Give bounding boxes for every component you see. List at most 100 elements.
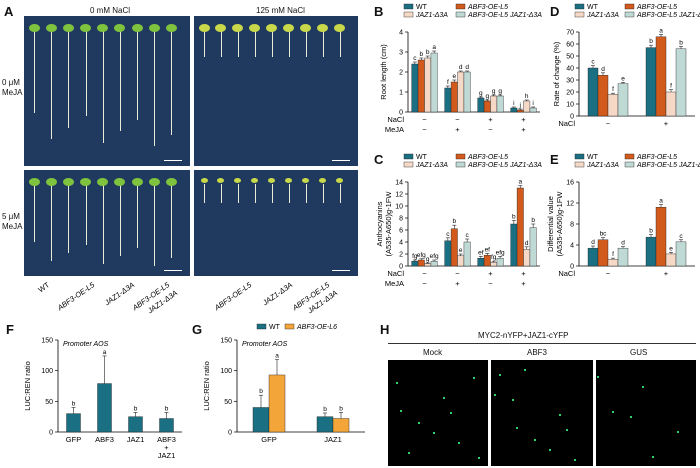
legend-swatch [455,153,466,160]
seedling-leaf [217,178,225,183]
bar [444,87,452,113]
treatment-value: − [606,269,611,278]
significance-letter: b [323,406,327,413]
bar [510,107,518,113]
significance-letter: a [103,349,107,356]
bar [516,187,524,267]
y-tick-label: 1 [399,90,403,97]
significance-letter: efg [417,252,426,259]
genotype-label: JAZ1-Δ3A [260,280,294,308]
bar [268,374,286,433]
seedling [51,30,53,139]
y-axis-label: LUC:REN ratio [23,361,32,411]
chart-anthocyanins: WT ABF3-OE-L5 JAZ1-Δ3A ABF3-OE-L5 JAZ1-Δ3A 0… [375,153,542,288]
treatment-value: − [488,125,493,134]
y-tick-label: 0 [570,114,574,121]
col-header-0mm: 0 mM NaCl [90,6,131,15]
chart-root-length: WT ABF3-OE-L5 JAZ1-Δ3A ABF3-OE-L5 JAZ1-Δ3A 0… [379,3,542,134]
yfp-signal-dot [524,369,526,371]
significance-letter: b [649,228,653,235]
chart-rate-of-change: WT ABF3-OE-L5 JAZ1-Δ3A ABF3-OE-L5 JAZ1-Δ3A 0… [552,3,700,128]
y-tick-label: 12 [395,192,403,199]
yfp-signal-dot [494,394,496,396]
seedling [171,30,173,135]
treatment-value: − [422,269,427,278]
y-axis-label: Anthocyanins [375,201,384,246]
significance-letter: f [612,86,614,93]
significance-letter: f [612,251,614,258]
yfp-signal-dot [642,386,644,388]
bar [655,36,667,117]
y-tick-label: 14 [395,180,403,187]
bar [463,71,471,113]
significance-letter: h [525,93,529,100]
yfp-signal-dot [574,459,576,461]
yfp-signal-dot [512,399,514,401]
significance-letter: efg [430,253,439,260]
significance-letter: b [649,38,653,45]
seedling [171,184,173,259]
yfp-signal-dot [433,432,435,434]
bar [457,71,465,113]
significance-letter: g [485,93,489,100]
yfp-signal-dot [677,431,679,433]
y-tick-label: 70 [566,30,574,37]
significance-letter: a [275,353,279,360]
seedling-leaf [131,178,143,186]
promoter-annotation: Promoter AOS [63,341,109,348]
seedling [204,184,205,204]
significance-letter: g [492,88,496,95]
bar [597,239,609,267]
seedling [85,30,87,117]
legend-label: ABF3-OE-L5 [467,154,508,161]
bar [252,407,270,433]
significance-letter: b [531,217,535,224]
chart-luc-ren-g: WT ABF3-OE-L6 0 50 100 150 LUC:REN ratio b a b b GF… [202,323,365,444]
y-tick-label: 2 [399,252,403,259]
treatment-value: − [455,115,460,124]
legend-label: WT [587,154,599,161]
bar [665,253,677,267]
seedling [322,184,324,204]
bifc-title: MYC2-nYFP+JAZ1-cYFP [478,331,569,340]
bar [97,383,112,433]
significance-letter: c [446,231,450,238]
bar [675,241,687,267]
row-header-5meja-2: MeJA [2,222,23,231]
bar [424,263,432,267]
legend-swatch [624,3,635,10]
bar [617,247,629,267]
panel-label-b: B [374,4,384,19]
bar [463,241,471,267]
seedling-leaf [45,178,57,186]
significance-letter: b [512,213,516,220]
chart-luc-ren-f: 0 50 100 150 LUC:REN ratio b a b b GFP ABF3 JAZ1 ABF… [23,338,182,460]
y-tick-label: 3 [399,50,403,57]
yfp-signal-dot [400,410,402,412]
seedling [68,30,70,128]
seedling [34,30,35,113]
seedling-leaf [97,178,109,186]
bar [483,100,491,113]
yfp-signal-dot [458,442,460,444]
significance-letter: b [426,49,430,56]
treatment-value: + [521,115,526,124]
bifc-image-abf3 [491,360,593,466]
seedling-leaf [319,178,327,183]
panel-label-c: C [374,152,384,167]
significance-letter: efg [496,249,505,256]
seedling-leaf [148,24,160,32]
panel-label-a: A [4,4,14,19]
treatment-value: − [422,115,427,124]
treatment-label: NaCl [558,119,575,128]
treatment-value: + [521,279,526,288]
significance-letter: b [452,218,456,225]
seedling [137,184,139,248]
legend-label: ABF3-OE-L5 JAZ1-Δ3A [467,162,542,169]
treatment-value: + [455,125,460,134]
yfp-signal-dot [549,449,551,451]
bar [516,109,524,113]
genotype-label: ABF3-OE-L5 [55,280,97,313]
category-label: ABF3 [157,435,176,444]
seedling-leaf [234,178,242,183]
